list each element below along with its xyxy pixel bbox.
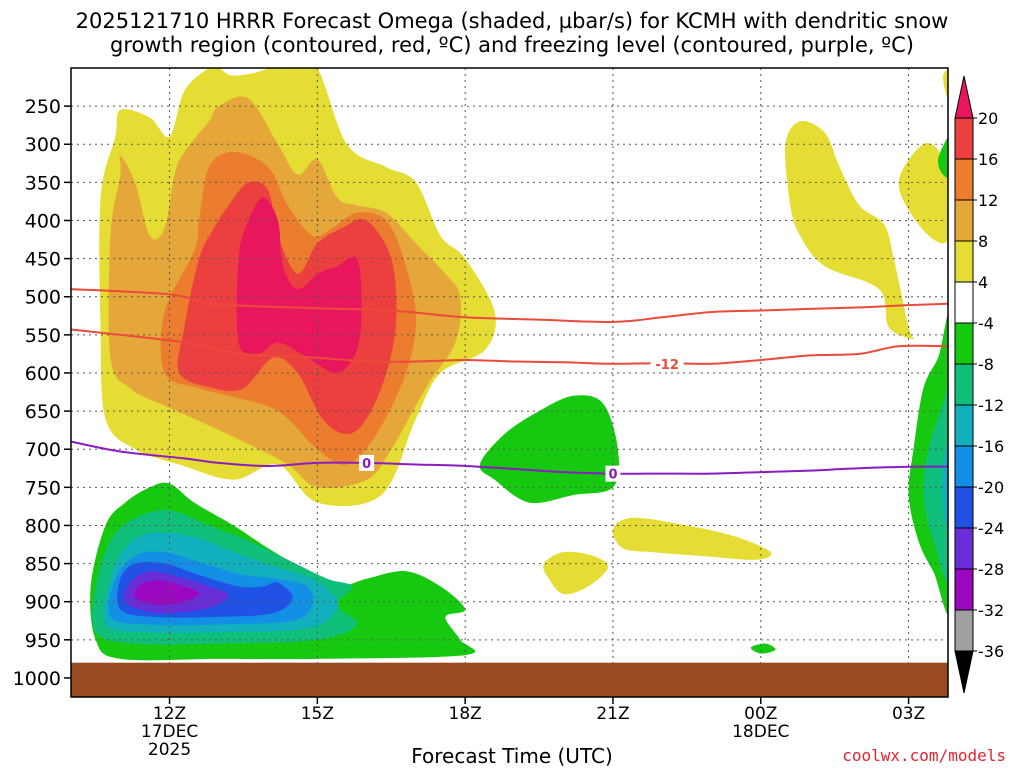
colorbar-label-12: -32 [978, 601, 1004, 620]
ground-surface [71, 662, 948, 697]
chart-title-line-1: 2025121710 HRRR Forecast Omega (shaded, … [75, 9, 949, 33]
contour-label-dgz-bottom-0: -12 [655, 358, 679, 373]
y-tick-label-750: 750 [25, 477, 61, 499]
contour-label-freezing-level-0: 0 [362, 457, 371, 472]
y-tick-label-350: 350 [25, 172, 61, 194]
colorbar-label-7: -12 [978, 396, 1004, 415]
x-tick-label-21-0: 21Z [596, 704, 629, 724]
colorbar-swatch-9 [954, 486, 974, 529]
colorbar-swatch-7 [954, 404, 974, 447]
omega-region-pos20-9 [236, 197, 362, 374]
colorbar-swatch-5 [954, 322, 974, 365]
colorbar-swatch-6 [954, 363, 974, 406]
omega-region-pos4-2 [898, 143, 948, 244]
y-tick-label-450: 450 [25, 249, 61, 271]
x-tick-label-12-2: 2025 [148, 740, 191, 760]
omega-region-pos4-4 [612, 517, 772, 560]
colorbar-swatch-0 [954, 117, 974, 160]
colorbar-label-13: -36 [978, 642, 1004, 661]
y-tick-label-400: 400 [25, 210, 61, 232]
y-tick-label-550: 550 [25, 325, 61, 347]
y-tick-label-600: 600 [25, 363, 61, 385]
colorbar-label-3: 8 [978, 232, 988, 251]
x-tick-label-24-1: 18DEC [732, 722, 789, 742]
y-tick-label-800: 800 [25, 515, 61, 537]
x-tick-label-24-0: 00Z [744, 704, 777, 724]
y-tick-label-850: 850 [25, 554, 61, 576]
y-tick-label-950: 950 [25, 630, 61, 652]
omega-region-pos4-5 [543, 551, 609, 595]
x-tick-label-12-0: 12Z [153, 704, 186, 724]
colorbar-swatch-10 [954, 527, 974, 570]
y-tick-label-700: 700 [25, 439, 61, 461]
omega-region-neg12-18 [941, 439, 948, 535]
omega-region-pos4-1 [785, 121, 915, 339]
colorbar-label-0: 20 [978, 109, 998, 128]
colorbar-swatch-8 [954, 445, 974, 488]
contour-label-freezing-level-1: 0 [608, 468, 617, 483]
colorbar-label-10: -24 [978, 519, 1004, 538]
omega-region-pos4-3 [943, 69, 948, 103]
colorbar-label-2: 12 [978, 191, 998, 210]
y-tick-label-900: 900 [25, 592, 61, 614]
contour-label-bg-freezing-level-1 [605, 465, 621, 482]
colorbar-label-6: -8 [978, 355, 994, 374]
plot-frame [70, 67, 949, 698]
y-tick-label-650: 650 [25, 401, 61, 423]
y-tick-label-500: 500 [25, 287, 61, 309]
colorbar-top-arrow [954, 75, 974, 119]
colorbar-label-1: 16 [978, 150, 998, 169]
colorbar-label-9: -20 [978, 478, 1004, 497]
x-tick-label-27-0: 03Z [892, 704, 925, 724]
omega-region-neg4-14 [750, 643, 776, 654]
x-tick-label-15-0: 15Z [301, 704, 334, 724]
colorbar-bottom-arrow [954, 650, 974, 694]
colorbar-swatch-3 [954, 240, 974, 283]
contour-label-bg-freezing-level-0 [359, 454, 375, 471]
omega-region-neg8-16 [923, 378, 948, 586]
y-tick-label-1000: 1000 [13, 668, 61, 690]
colorbar-swatch-11 [954, 568, 974, 611]
omega-region-neg4-11 [479, 395, 620, 504]
credit-link[interactable]: coolwx.com/models [842, 746, 1006, 765]
colorbar-label-5: -4 [978, 314, 994, 333]
colorbar-label-4: 4 [978, 273, 988, 292]
omega-region-neg28-22 [134, 580, 200, 606]
colorbar-swatch-2 [954, 199, 974, 242]
colorbar-swatch-4 [954, 281, 974, 324]
y-tick-label-250: 250 [25, 96, 61, 118]
chart-title-line-2: growth region (contoured, red, ºC) and f… [110, 33, 914, 57]
colorbar-label-8: -16 [978, 437, 1004, 456]
colorbar-label-11: -28 [978, 560, 1004, 579]
x-tick-label-18-0: 18Z [449, 704, 482, 724]
colorbar-swatch-12 [954, 609, 974, 652]
x-axis-title: Forecast Time (UTC) [411, 744, 613, 768]
contour-freezing-level [71, 440, 948, 475]
omega-region-neg4-13 [937, 136, 948, 179]
contour-dgz-top [71, 288, 948, 323]
contour-label-bg-dgz-bottom-0 [650, 355, 684, 372]
x-tick-label-12-1: 17DEC [141, 722, 198, 742]
colorbar-swatch-1 [954, 158, 974, 201]
y-tick-label-300: 300 [25, 134, 61, 156]
contour-dgz-bottom [71, 328, 948, 365]
